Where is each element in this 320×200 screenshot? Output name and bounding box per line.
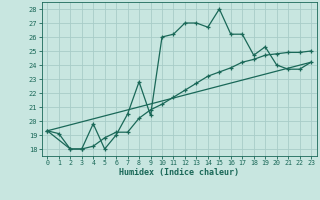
X-axis label: Humidex (Indice chaleur): Humidex (Indice chaleur) <box>119 168 239 177</box>
